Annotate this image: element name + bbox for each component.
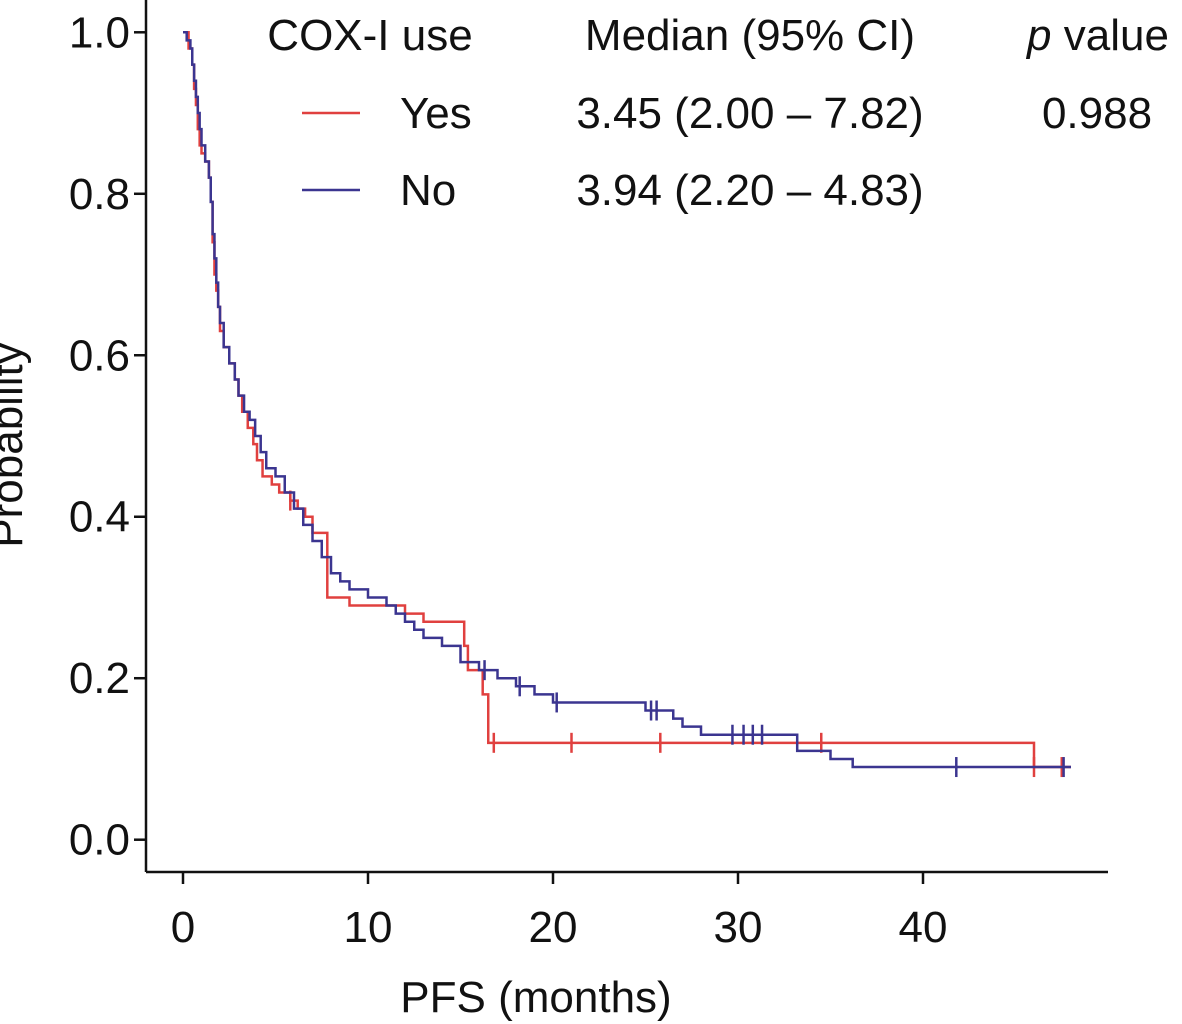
legend-header-group: COX-I use (267, 11, 472, 60)
x-ticks: 0 10 20 30 40 (171, 872, 948, 952)
y-tick-label: 0.2 (69, 654, 130, 703)
legend-header-median: Median (95% CI) (585, 11, 915, 60)
y-tick-label: 0.4 (69, 493, 130, 542)
legend-p-value: 0.988 (1042, 89, 1152, 138)
legend-header-p-italic: p (1025, 11, 1051, 60)
x-tick-label: 30 (714, 903, 763, 952)
legend-header-p: p value (1025, 11, 1169, 60)
axes (144, 0, 1108, 874)
legend-label-yes: Yes (400, 89, 472, 138)
legend-label-no: No (400, 166, 456, 215)
x-tick-label: 0 (171, 903, 195, 952)
x-tick-label: 20 (529, 903, 578, 952)
series-group (183, 31, 1071, 778)
legend-median-yes: 3.45 (2.00 – 7.82) (576, 89, 923, 138)
y-tick-label: 0.6 (69, 331, 130, 380)
x-axis-label: PFS (months) (400, 973, 671, 1022)
y-ticks: 0.0 0.2 0.4 0.6 0.8 1.0 (69, 8, 146, 865)
x-tick-label: 10 (344, 903, 393, 952)
series-line-yes (183, 31, 1071, 769)
y-tick-label: 1.0 (69, 8, 130, 57)
y-axis-label: Probability (0, 342, 32, 547)
legend-header-p-rest: value (1052, 11, 1169, 60)
legend-median-no: 3.94 (2.20 – 4.83) (576, 166, 923, 215)
y-tick-label: 0.8 (69, 170, 130, 219)
x-tick-label: 40 (899, 903, 948, 952)
legend: COX-I use Median (95% CI) p value Yes 3.… (267, 11, 1169, 215)
y-tick-label: 0.0 (69, 816, 130, 865)
series-line-no (183, 31, 1071, 769)
